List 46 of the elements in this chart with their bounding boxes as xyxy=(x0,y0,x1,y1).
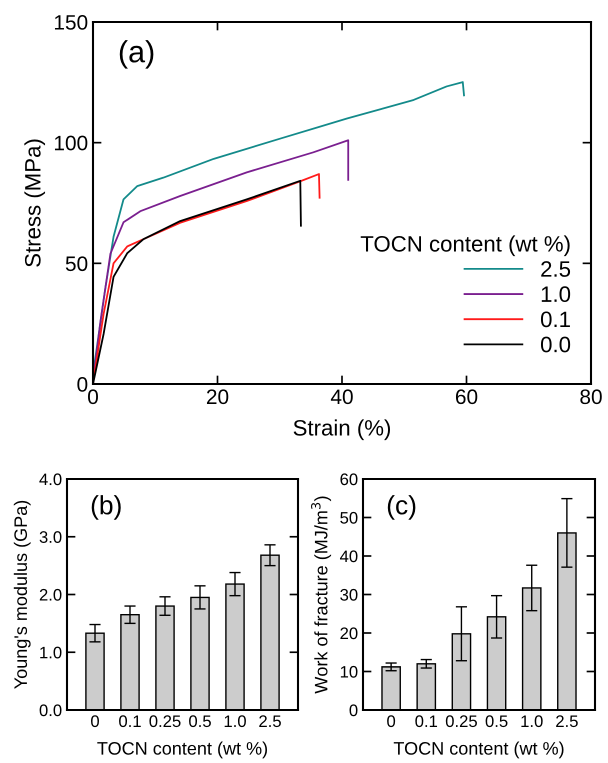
y-axis-title: Young's modulus (GPa) xyxy=(14,500,31,689)
legend-label: 0.1 xyxy=(540,311,570,328)
x-tick-label: 0.1 xyxy=(119,715,141,728)
y-tick-label: 100 xyxy=(54,136,88,150)
y-tick-label: 60 xyxy=(340,473,358,486)
y-tick-label: 40 xyxy=(340,550,358,562)
y-tick-label: 3.0 xyxy=(40,531,62,543)
annotation: (a) xyxy=(120,40,154,69)
x-axis-title: Strain (%) xyxy=(294,419,390,440)
x-tick-label: 2.5 xyxy=(259,715,281,728)
x-tick-label: 0.25 xyxy=(446,715,477,728)
x-tick-label: 20 xyxy=(206,389,228,404)
x-tick-label: 1.0 xyxy=(224,715,246,728)
y-tick-label: 0.0 xyxy=(40,704,62,716)
x-tick-label: 0.25 xyxy=(149,715,181,728)
x-tick-label: 0.5 xyxy=(189,715,211,728)
legend-label: 0.0 xyxy=(540,336,570,352)
y-axis-title: Work of fracture (MJ/m$^{3}$) xyxy=(311,496,332,694)
y-tick-label: 50 xyxy=(66,256,88,272)
y-tick-label: 10 xyxy=(340,666,358,678)
legend-title: TOCN content (wt %) xyxy=(360,235,570,256)
x-tick-label: 1.0 xyxy=(521,715,543,728)
y-tick-label: 1.0 xyxy=(40,646,62,658)
x-axis-title: TOCN content (wt %) xyxy=(97,742,268,758)
x-tick-label: 2.5 xyxy=(556,715,578,728)
y-tick-label: 20 xyxy=(340,627,358,640)
y-tick-label: 0 xyxy=(350,704,358,716)
y-tick-label: 50 xyxy=(340,512,358,524)
x-tick-label: 0 xyxy=(91,715,99,728)
y-tick-label: 30 xyxy=(340,588,358,601)
y-tick-label: 0 xyxy=(77,377,88,392)
y-tick-label: 2.0 xyxy=(40,588,62,601)
legend-label: 2.5 xyxy=(541,261,570,277)
x-tick-label: 80 xyxy=(580,389,602,404)
x-axis-title: TOCN content (wt %) xyxy=(394,742,564,758)
y-axis-title: Stress (MPa) xyxy=(24,140,46,267)
y-tick-label: 150 xyxy=(54,15,88,30)
legend-label: 1.0 xyxy=(542,286,570,302)
x-tick-label: 60 xyxy=(456,389,478,404)
x-tick-label: 0.5 xyxy=(486,715,508,728)
x-tick-label: 0.1 xyxy=(415,715,438,728)
x-tick-label: 0 xyxy=(387,715,396,728)
annotation: (c) xyxy=(388,495,416,520)
y-tick-label: 4.0 xyxy=(39,473,62,486)
x-tick-label: 0 xyxy=(88,389,98,404)
annotation: (b) xyxy=(92,495,121,520)
